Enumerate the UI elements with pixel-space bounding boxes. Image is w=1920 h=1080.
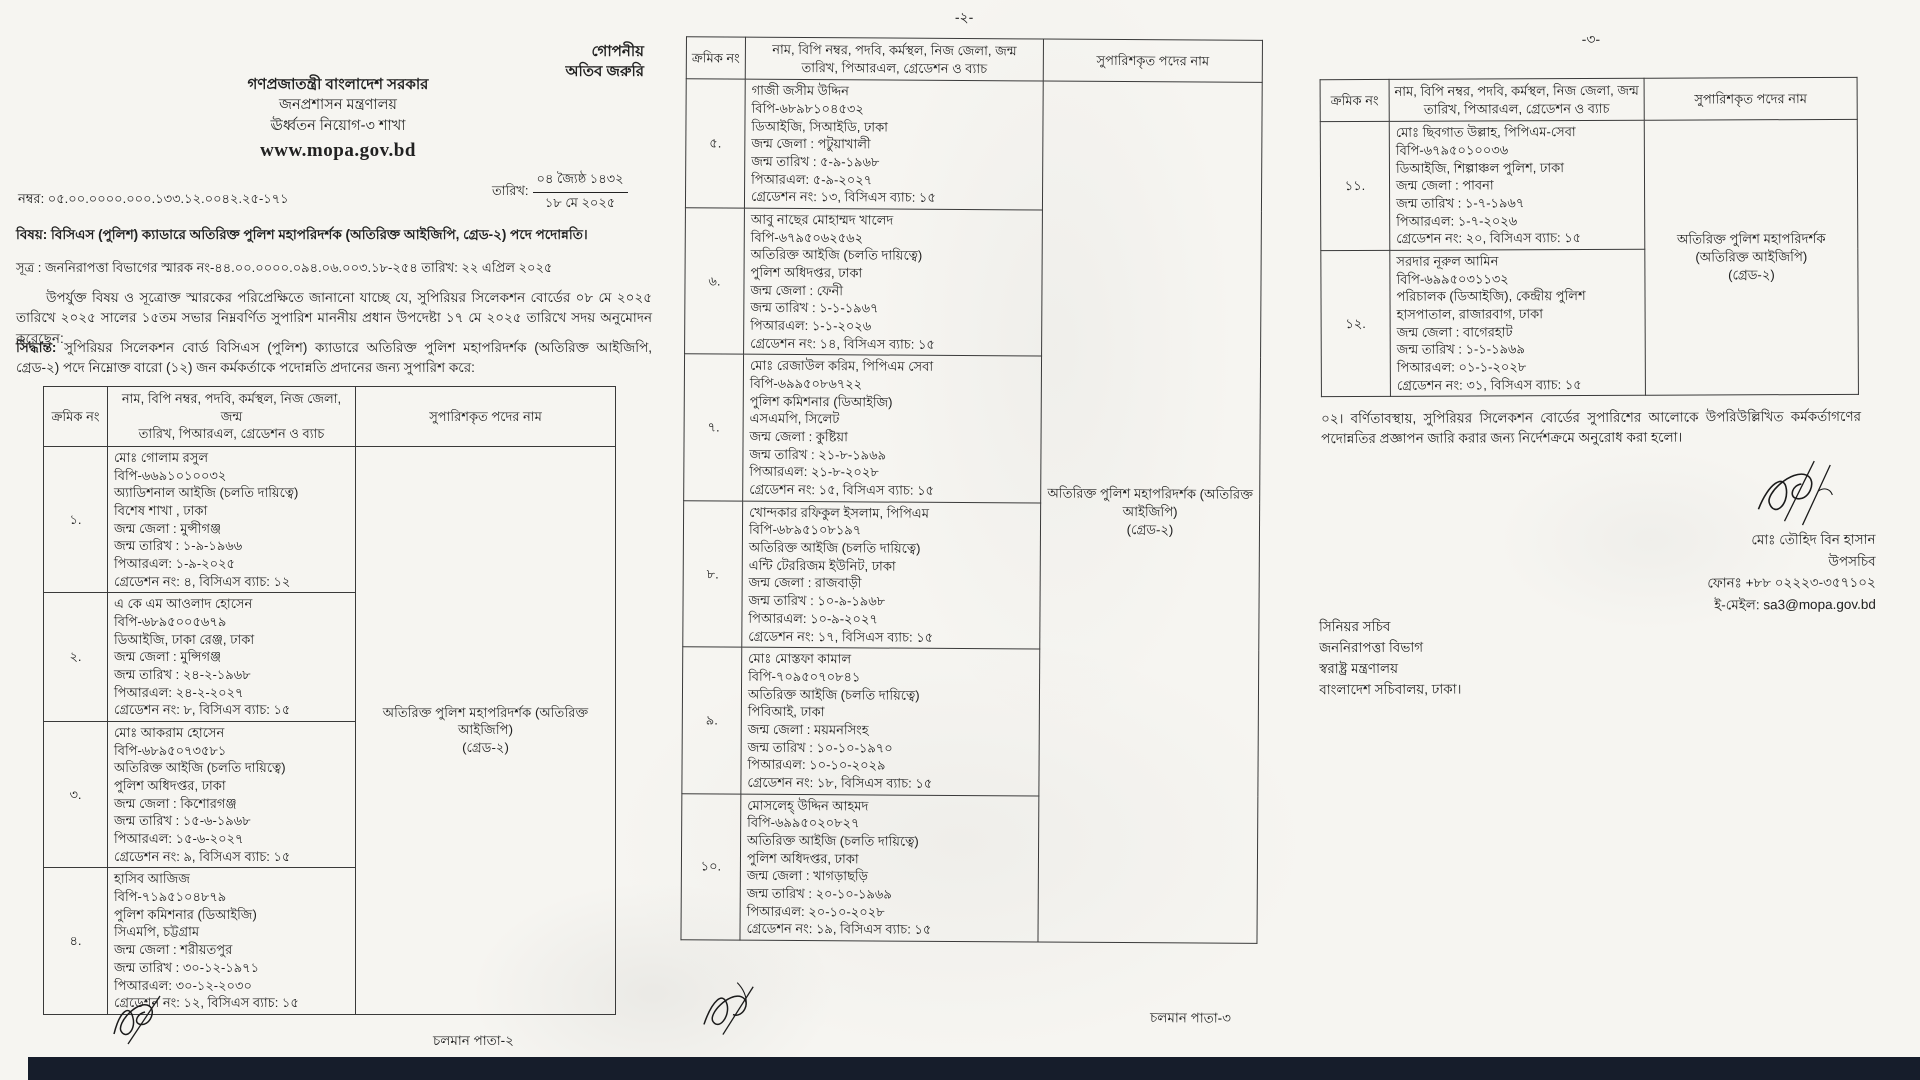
- letterhead-branch: ঊর্ধ্বতন নিয়োগ-৩ শাখা: [270, 117, 406, 134]
- column-header-details: নাম, বিপি নম্বর, পদবি, কর্মস্থল, নিজ জেল…: [107, 385, 356, 448]
- letterhead-ministry: জনপ্রশাসন মন্ত্রণালয়: [279, 97, 397, 114]
- officer-row: ২. এ কে এম আওলাদ হোসেন বিপি-৬৮৯৫০০৫৬৭৯ ডি…: [43, 592, 616, 723]
- officer-details-cell: মোঃ গোলাম রসুল বিপি-৬৬৯১০১০০৩২ অ্যাডিশনা…: [107, 446, 356, 594]
- officer-details-cell: সরদার নূরুল আমিন বিপি-৬৯৯৫০৩১১৩২ পরিচালক…: [1389, 249, 1646, 397]
- promotion-table-page2: ক্রমিক নং নাম, বিপি নম্বর, পদবি, কর্মস্থ…: [680, 36, 1263, 944]
- page-number-3: -৩-: [1581, 30, 1601, 48]
- page-number-2: -২-: [954, 8, 974, 26]
- page-2-scan: -২- ক্রমিক নং নাম, বিপি নম্বর, পদবি, কর্…: [652, 0, 1270, 1058]
- continuation-note-page2: চলমান পাতা-২: [433, 1033, 514, 1048]
- bottom-bar: [28, 1057, 1920, 1080]
- decision-paragraph: সিদ্ধান্ত: সুপিরিয়র সিলেকশন বোর্ড বিসিএ…: [16, 338, 652, 379]
- continuation-note-page3: চলমান পাতা-৩: [1149, 1010, 1232, 1026]
- recipient-address: বাংলাদেশ সচিবালয়, ঢাকা।: [1319, 681, 1462, 697]
- closing-paragraph: ০২। বর্ণিতাবস্থায়, সুপিরিয়র সিলেকশন বো…: [1321, 408, 1862, 447]
- serial-cell: ৯.: [681, 646, 742, 794]
- serial-cell: ১২.: [1320, 250, 1391, 398]
- officer-row: ৫. গাজী জসীম উদ্দিন বিপি-৬৮৯৮১০৪৫৩২ ডিআইজ…: [685, 79, 1263, 944]
- signature-block: মোঃ তৌহিদ বিন হাসান উপসচিব ফোনঃ +৮৮ ০২২২…: [1707, 529, 1876, 616]
- signatory-name: মোঃ তৌহিদ বিন হাসান: [1751, 531, 1876, 548]
- recipient-title: সিনিয়র সচিব: [1318, 618, 1391, 635]
- column-header-post: সুপারিশকৃত পদের নাম: [355, 385, 616, 448]
- letterhead-website: www.mopa.gov.bd: [260, 140, 416, 162]
- date-label: তারিখ:: [492, 183, 529, 198]
- serial-cell: ৩.: [43, 721, 108, 869]
- recommended-post-cell: অতিরিক্ত পুলিশ মহাপরিদর্শক (অতিরিক্ত আইজ…: [355, 446, 616, 1015]
- column-header-post: সুপারিশকৃত পদের নাম: [1644, 77, 1858, 121]
- recipient-ministry: স্বরাষ্ট্র মন্ত্রণালয়: [1319, 660, 1399, 677]
- table-header-row: ক্রমিক নং নাম, বিপি নম্বর, পদবি, কর্মস্থ…: [1320, 77, 1858, 123]
- column-header-serial: ক্রমিক নং: [1320, 79, 1390, 123]
- officer-details-cell: মোঃ ছিবগাত উল্লাহ, পিপিএম-সেবা বিপি-৬৭৯৫…: [1389, 120, 1645, 251]
- serial-cell: ৬.: [684, 207, 745, 355]
- recommended-post-cell: অতিরিক্ত পুলিশ মহাপরিদর্শক (অতিরিক্ত আইজ…: [1037, 81, 1263, 944]
- officer-row: ১১. মোঃ ছিবগাত উল্লাহ, পিপিএম-সেবা বিপি-৬…: [1320, 119, 1859, 396]
- recommended-post-cell: অতিরিক্ত পুলিশ মহাপরিদর্শক (অতিরিক্ত আইজ…: [1644, 119, 1859, 396]
- serial-cell: ৪.: [43, 867, 108, 1015]
- classification-block: গোপনীয় অতিব জরুরি: [565, 42, 644, 81]
- serial-cell: ৭.: [683, 354, 744, 501]
- officer-row: ১. মোঃ গোলাম রসুল বিপি-৬৬৯১০১০০৩২ অ্যাডিশ…: [43, 446, 616, 1015]
- handwritten-signature-page2: [697, 978, 767, 1045]
- column-header-details: নাম, বিপি নম্বর, পদবি, কর্মস্থল, নিজ জেল…: [1389, 78, 1645, 122]
- recipient-block: সিনিয়র সচিব জননিরাপত্তা বিভাগ স্বরাষ্ট্…: [1319, 617, 1462, 701]
- classification-urgent: অতিব জরুরি: [565, 62, 644, 80]
- officer-row: ৩. মোঃ আকরাম হোসেন বিপি-৬৮৯৫০৭৩৫৮১ অতিরিক…: [43, 721, 616, 869]
- handwritten-signature-page1: [106, 990, 178, 1055]
- officer-details-cell: গাজী জসীম উদ্দিন বিপি-৬৮৯৮১০৪৫৩২ ডিআইজি,…: [744, 79, 1044, 211]
- date-gregorian: ১৮ মে ২০২৫: [544, 195, 616, 210]
- date-bangla: ০৪ জ্যৈষ্ঠ ১৪৩২: [532, 170, 628, 193]
- decision-text: সুপিরিয়র সিলেকশন বোর্ড বিসিএস (পুলিশ) ক…: [16, 340, 652, 376]
- classification-confidential: গোপনীয়: [591, 43, 644, 60]
- officer-details-cell: মোঃ আকরাম হোসেন বিপি-৬৮৯৫০৭৩৫৮১ অতিরিক্ত…: [107, 721, 356, 869]
- handwritten-signature-deputy-secretary: [1748, 451, 1844, 540]
- decision-label: সিদ্ধান্ত:: [16, 340, 57, 355]
- column-header-post: সুপারিশকৃত পদের নাম: [1043, 38, 1263, 83]
- serial-cell: ৮.: [682, 500, 743, 648]
- serial-cell: ৫.: [685, 79, 746, 209]
- officer-details-cell: মোসলেহ্ উদ্দিন আহমদ বিপি-৬৯৯৫০২০৮২৭ অতির…: [739, 793, 1039, 942]
- officer-details-cell: খোন্দকার রফিকুল ইসলাম, পিপিএম বিপি-৬৮৯৫১…: [741, 500, 1041, 650]
- page-1-scan: গোপনীয় অতিব জরুরি গণপ্রজাতন্ত্রী বাংলাদ…: [8, 18, 652, 1058]
- signatory-title: উপসচিব: [1828, 553, 1876, 569]
- officer-row: ৪. হাসিব আজিজ বিপি-৭১৯৫১০৪৮৭৯ পুলিশ কমিশন…: [43, 867, 616, 1015]
- officer-details-cell: হাসিব আজিজ বিপি-৭১৯৫১০৪৮৭৯ পুলিশ কমিশনার…: [107, 867, 356, 1015]
- table-header-row: ক্রমিক নং নাম, বিপি নম্বর, পদবি, কর্মস্থ…: [43, 385, 616, 448]
- promotion-table-page3: ক্রমিক নং নাম, বিপি নম্বর, পদবি, কর্মস্থ…: [1320, 77, 1859, 398]
- serial-cell: ১.: [43, 446, 108, 594]
- letterhead: গণপ্রজাতন্ত্রী বাংলাদেশ সরকার জনপ্রশাসন …: [8, 74, 668, 165]
- page-3-scan: -৩- ক্রমিক নং নাম, বিপি নম্বর, পদবি, কর্…: [1298, 27, 1886, 790]
- serial-cell: ১০.: [680, 793, 741, 941]
- opening-paragraph: উপর্যুক্ত বিষয় ও সূত্রোক্ত স্মারকের পরি…: [16, 290, 652, 346]
- column-header-details: নাম, বিপি নম্বর, পদবি, কর্মস্থল, নিজ জেল…: [745, 37, 1044, 82]
- table-header-row: ক্রমিক নং নাম, বিপি নম্বর, পদবি, কর্মস্থ…: [686, 36, 1263, 83]
- officer-details-cell: এ কে এম আওলাদ হোসেন বিপি-৬৮৯৫০০৫৬৭৯ ডিআই…: [107, 592, 356, 723]
- officer-details-cell: মোঃ রেজাউল করিম, পিপিএম সেবা বিপি-৬৯৯৫০৮…: [742, 354, 1042, 503]
- signatory-phone: ফোনঃ +৮৮ ০২২২৩-৩৫৭১০২: [1707, 574, 1876, 591]
- date-block: তারিখ: ০৪ জ্যৈষ্ঠ ১৪৩২ ১৮ মে ২০২৫: [492, 170, 628, 215]
- officer-details-cell: আবু নাছের মোহাম্মদ খালেদ বিপি-৬৭৯৫০৬২৫৬২…: [743, 208, 1043, 357]
- reference-line: সূত্র : জননিরাপত্তা বিভাগের স্মারক নং-৪৪…: [16, 260, 553, 275]
- serial-cell: ২.: [43, 592, 108, 723]
- recipient-division: জননিরাপত্তা বিভাগ: [1319, 639, 1424, 656]
- column-header-serial: ক্রমিক নং: [43, 385, 108, 448]
- letterhead-government: গণপ্রজাতন্ত্রী বাংলাদেশ সরকার: [247, 76, 429, 93]
- signatory-email: ই-মেইল: sa3@mopa.gov.bd: [1714, 596, 1876, 613]
- serial-cell: ১১.: [1320, 121, 1390, 251]
- date-values: ০৪ জ্যৈষ্ঠ ১৪৩২ ১৮ মে ২০২৫: [532, 170, 628, 215]
- officer-details-cell: মোঃ মোস্তফা কামাল বিপি-৭০৯৫০৭০৮৪১ অতিরিক…: [740, 647, 1040, 796]
- promotion-table-page1: ক্রমিক নং নাম, বিপি নম্বর, পদবি, কর্মস্থ…: [43, 385, 616, 1015]
- memo-number: নম্বর: ০৫.০০.০০০০.০০০.১৩৩.১২.০০৪২.২৫-১৭১: [18, 191, 289, 206]
- column-header-serial: ক্রমিক নং: [686, 36, 746, 80]
- subject-line: বিষয়: বিসিএস (পুলিশ) ক্যাডারে অতিরিক্ত …: [16, 227, 588, 242]
